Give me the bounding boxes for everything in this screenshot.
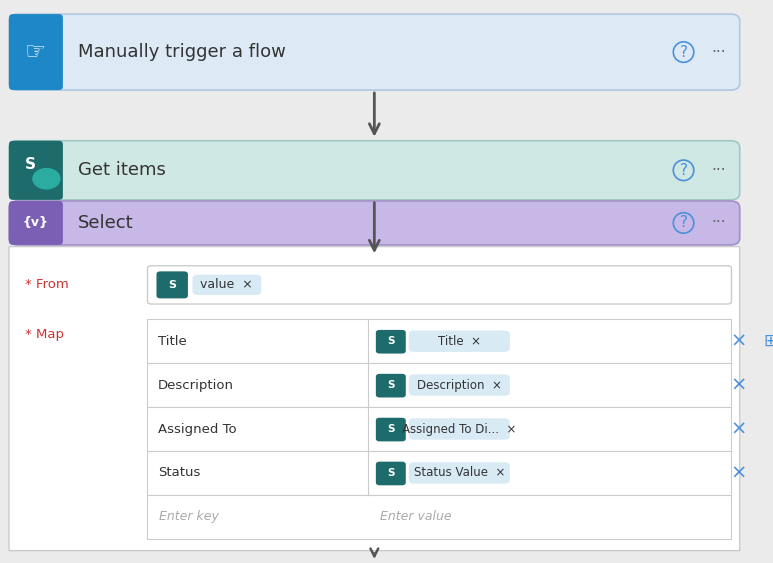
Text: S: S	[387, 380, 394, 390]
Text: ···: ···	[711, 44, 726, 60]
Text: Title  ×: Title ×	[438, 334, 481, 348]
Text: Title: Title	[158, 334, 187, 348]
FancyBboxPatch shape	[376, 418, 406, 441]
Text: value  ×: value ×	[200, 278, 254, 292]
Text: Description: Description	[158, 378, 234, 392]
FancyBboxPatch shape	[192, 275, 261, 295]
Text: Description  ×: Description ×	[417, 378, 502, 392]
FancyBboxPatch shape	[409, 418, 510, 440]
FancyBboxPatch shape	[9, 201, 63, 245]
FancyBboxPatch shape	[9, 201, 740, 245]
Text: Status: Status	[158, 466, 200, 480]
FancyBboxPatch shape	[376, 374, 406, 397]
Text: ?: ?	[679, 163, 687, 178]
Text: ⊞: ⊞	[764, 332, 773, 350]
FancyBboxPatch shape	[376, 330, 406, 354]
Text: Enter value: Enter value	[380, 510, 451, 524]
Circle shape	[33, 169, 60, 189]
Text: ×: ×	[730, 332, 747, 351]
Text: ×: ×	[730, 376, 747, 395]
Text: ···: ···	[711, 216, 726, 230]
Text: * Map: * Map	[26, 328, 64, 342]
Text: Enter key: Enter key	[158, 510, 219, 524]
Text: Get items: Get items	[78, 162, 165, 179]
Bar	[148, 319, 731, 363]
FancyBboxPatch shape	[409, 374, 510, 396]
Text: ?: ?	[679, 44, 687, 60]
Text: S: S	[387, 468, 394, 478]
FancyBboxPatch shape	[409, 462, 510, 484]
Text: Assigned To Di...  ×: Assigned To Di... ×	[402, 422, 516, 436]
Text: Status Value  ×: Status Value ×	[414, 466, 505, 480]
Text: ×: ×	[730, 463, 747, 482]
Text: Assigned To: Assigned To	[158, 422, 237, 436]
Text: Manually trigger a flow: Manually trigger a flow	[78, 43, 286, 61]
Text: ?: ?	[679, 216, 687, 230]
Text: S: S	[169, 280, 176, 290]
FancyBboxPatch shape	[9, 141, 63, 200]
FancyBboxPatch shape	[376, 462, 406, 485]
FancyBboxPatch shape	[9, 14, 63, 90]
FancyBboxPatch shape	[9, 141, 740, 200]
Bar	[148, 407, 731, 451]
Text: Select: Select	[78, 214, 134, 232]
Text: S: S	[387, 336, 394, 346]
Bar	[148, 363, 731, 407]
FancyBboxPatch shape	[409, 330, 510, 352]
Text: S: S	[387, 424, 394, 434]
Bar	[148, 495, 731, 539]
FancyBboxPatch shape	[148, 266, 731, 304]
FancyBboxPatch shape	[9, 247, 740, 551]
Text: {v}: {v}	[23, 216, 49, 230]
Bar	[148, 451, 731, 495]
Text: * From: * From	[26, 278, 70, 292]
Text: S: S	[25, 157, 36, 172]
FancyBboxPatch shape	[156, 271, 188, 298]
Text: ×: ×	[730, 419, 747, 439]
Text: ☞: ☞	[26, 40, 46, 64]
FancyBboxPatch shape	[9, 14, 740, 90]
Text: ···: ···	[711, 163, 726, 178]
